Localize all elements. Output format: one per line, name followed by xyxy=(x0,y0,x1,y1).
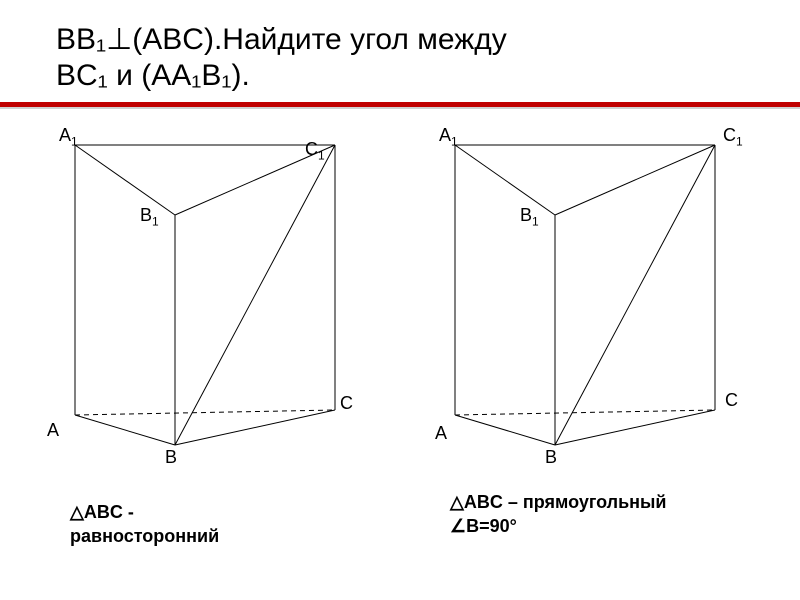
title-line2: BC₁ и (AA₁B₁). xyxy=(56,59,250,92)
label-C-left: C xyxy=(340,393,353,414)
label-C1-right: C1 xyxy=(723,125,743,149)
label-B1-right: B1 xyxy=(520,205,539,229)
caption-left-line1: △ABC - xyxy=(70,502,134,522)
label-A1-left: A1 xyxy=(59,125,78,149)
caption-right: △ABC – прямоугольный ∠B=90° xyxy=(450,490,666,539)
caption-right-line2: ∠B=90° xyxy=(450,516,517,536)
label-B-right: B xyxy=(545,447,557,468)
caption-right-line1: △ABC – прямоугольный xyxy=(450,492,666,512)
prism-svg-right xyxy=(445,135,745,465)
page-title: BB₁⊥(ABC).Найдите угол между BC₁ и (AA₁B… xyxy=(56,22,507,94)
label-B1-left: B1 xyxy=(140,205,159,229)
caption-left: △ABC - равносторонний xyxy=(70,500,219,549)
title-line1: BB₁⊥(ABC).Найдите угол между xyxy=(56,23,507,56)
diagram-right: A1 C1 B1 A B C xyxy=(445,135,745,465)
label-C-right: C xyxy=(725,390,738,411)
label-A-left: A xyxy=(47,420,59,441)
label-A1-right: A1 xyxy=(439,125,458,149)
label-C1-left: C1 xyxy=(305,139,325,163)
diagram-left: A1 C1 B1 A B C xyxy=(65,135,365,465)
prism-svg-left xyxy=(65,135,365,465)
label-B-left: B xyxy=(165,447,177,468)
caption-left-line2: равносторонний xyxy=(70,526,219,546)
label-A-right: A xyxy=(435,423,447,444)
accent-bar-shadow xyxy=(0,107,800,109)
